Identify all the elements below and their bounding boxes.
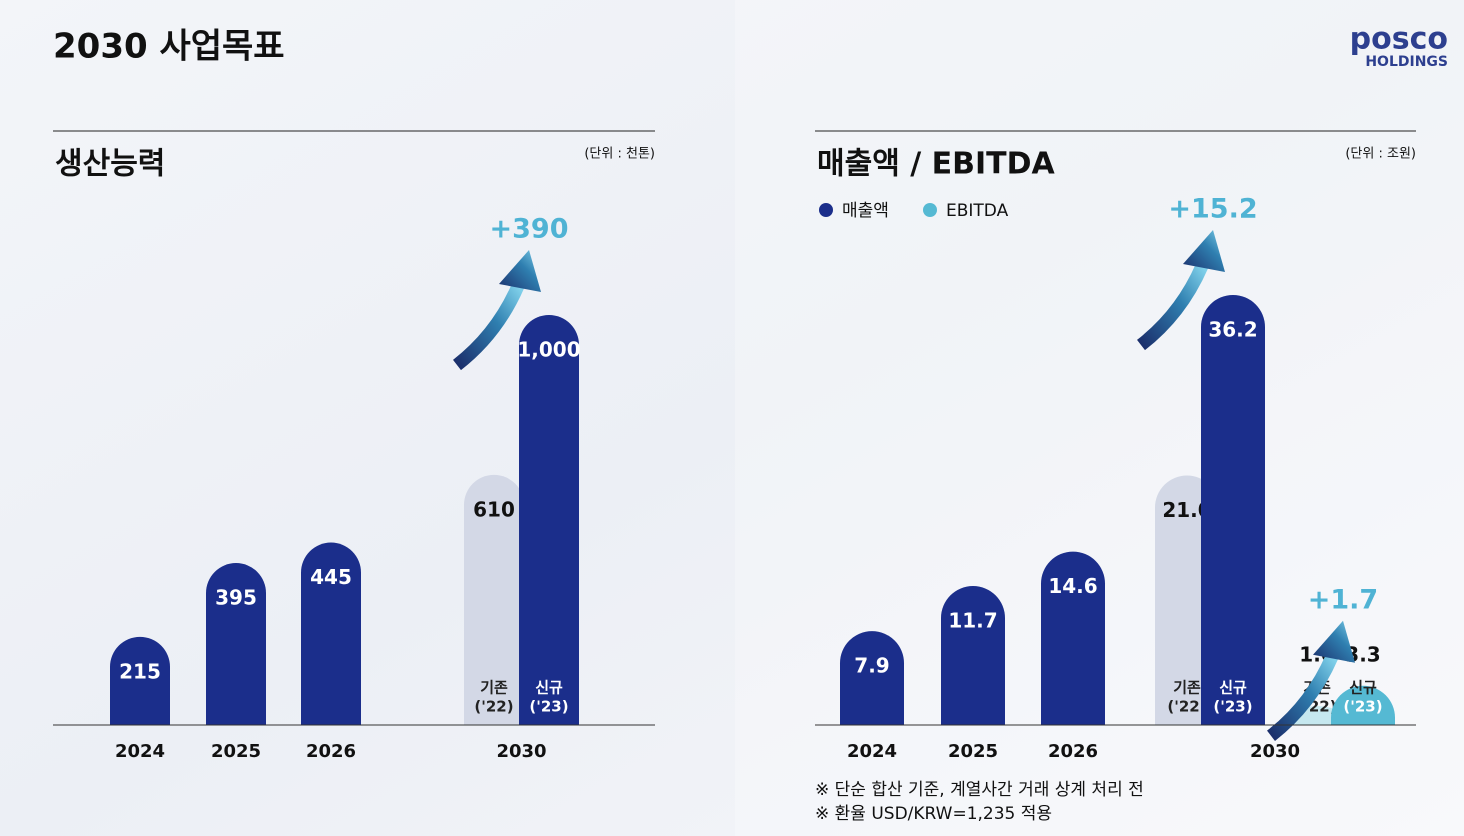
- value-label: 36.2: [1208, 318, 1257, 342]
- bar-sub-label: ('23): [1213, 698, 1252, 716]
- bar-sub-label: ('23): [1343, 698, 1382, 716]
- x-tick-label: 2030: [1250, 741, 1300, 762]
- bar-sub-label: 신규: [535, 679, 563, 697]
- bar: [301, 542, 361, 725]
- bar: [464, 474, 524, 725]
- legend-swatch: [923, 203, 937, 217]
- x-tick-label: 2025: [211, 741, 261, 762]
- value-label: 215: [119, 659, 161, 683]
- unit-label: (단위 : 조원): [1345, 147, 1416, 162]
- bar-sub-label: ('23): [529, 698, 568, 716]
- growth-annotation: +15.2: [1168, 194, 1257, 225]
- x-tick-label: 2026: [306, 741, 356, 762]
- arrow-shaft: [1136, 263, 1208, 351]
- arrow-head: [499, 250, 541, 292]
- bar-sub-label: ('22): [1167, 698, 1206, 716]
- growth-annotation: +1.7: [1308, 584, 1378, 615]
- bar: [941, 586, 1005, 725]
- legend-swatch: [819, 203, 833, 217]
- legend-label: 매출액: [842, 201, 889, 221]
- bar: [840, 631, 904, 725]
- x-tick-label: 2024: [847, 741, 897, 762]
- logo: posco: [1350, 22, 1448, 57]
- bar-sub-label: 신규: [1219, 679, 1247, 697]
- legend-label: EBITDA: [946, 201, 1009, 221]
- value-label: 7.9: [854, 654, 889, 678]
- x-tick-label: 2030: [496, 741, 546, 762]
- arrow-head: [1313, 620, 1355, 663]
- arrow-shaft: [452, 283, 524, 371]
- footnote: ※ 환율 USD/KRW=1,235 적용: [815, 804, 1052, 824]
- growth-arrow: [452, 250, 541, 371]
- chart-title: 매출액 / EBITDA: [817, 147, 1056, 182]
- bar: [1331, 685, 1395, 725]
- x-tick-label: 2026: [1048, 741, 1098, 762]
- bar: [1201, 295, 1265, 725]
- x-tick-label: 2024: [115, 741, 165, 762]
- value-label: 14.6: [1048, 574, 1097, 598]
- logo-sub: HOLDINGS: [1365, 54, 1448, 70]
- growth-arrow: [1266, 620, 1355, 741]
- footnote: ※ 단순 합산 기준, 계열사간 거래 상계 처리 전: [815, 780, 1144, 800]
- arrow-head: [1183, 230, 1225, 272]
- value-label: 395: [215, 586, 257, 610]
- bar-sub-label: 신규: [1349, 679, 1377, 697]
- bar: [110, 636, 171, 725]
- growth-arrow: [1136, 230, 1225, 351]
- bar: [1041, 551, 1105, 725]
- chart-title: 생산능력: [55, 147, 165, 182]
- value-label: 1,000: [517, 338, 580, 362]
- growth-annotation: +390: [490, 214, 569, 245]
- arrow-shaft: [1266, 654, 1338, 741]
- bar-sub-label: ('22): [474, 698, 513, 716]
- x-tick-label: 2025: [948, 741, 998, 762]
- value-label: 445: [310, 565, 352, 589]
- bar: [206, 563, 266, 725]
- bar-sub-label: 기존: [1173, 679, 1201, 697]
- value-label: 610: [473, 497, 515, 521]
- bar: [519, 315, 579, 725]
- bar-sub-label: 기존: [480, 679, 508, 697]
- unit-label: (단위 : 천톤): [584, 147, 655, 162]
- page-title: 2030 사업목표: [53, 27, 285, 67]
- value-label: 11.7: [948, 609, 997, 633]
